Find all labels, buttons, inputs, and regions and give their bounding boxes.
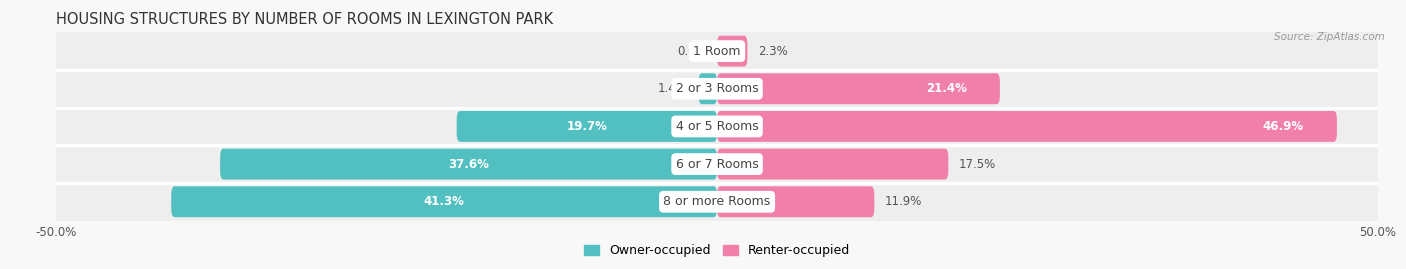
Text: 2.3%: 2.3% (758, 45, 787, 58)
Text: 11.9%: 11.9% (884, 195, 922, 208)
Bar (56, 70, 1378, 108)
Text: 0.0%: 0.0% (676, 45, 706, 58)
Text: Source: ZipAtlas.com: Source: ZipAtlas.com (1274, 32, 1385, 42)
Bar (56, 183, 1378, 221)
Text: 21.4%: 21.4% (927, 82, 967, 95)
Text: 1 Room: 1 Room (693, 45, 741, 58)
FancyBboxPatch shape (457, 111, 717, 142)
Text: 1.4%: 1.4% (658, 82, 688, 95)
Text: 46.9%: 46.9% (1263, 120, 1303, 133)
Text: 2 or 3 Rooms: 2 or 3 Rooms (676, 82, 758, 95)
FancyBboxPatch shape (172, 186, 717, 217)
Text: 6 or 7 Rooms: 6 or 7 Rooms (676, 158, 758, 171)
FancyBboxPatch shape (717, 73, 1000, 104)
Legend: Owner-occupied, Renter-occupied: Owner-occupied, Renter-occupied (579, 239, 855, 262)
Text: 4 or 5 Rooms: 4 or 5 Rooms (676, 120, 758, 133)
FancyBboxPatch shape (717, 186, 875, 217)
Bar (56, 108, 1378, 145)
Bar (56, 145, 1378, 183)
FancyBboxPatch shape (699, 73, 717, 104)
Text: HOUSING STRUCTURES BY NUMBER OF ROOMS IN LEXINGTON PARK: HOUSING STRUCTURES BY NUMBER OF ROOMS IN… (56, 12, 554, 27)
Text: 41.3%: 41.3% (423, 195, 464, 208)
Text: 17.5%: 17.5% (959, 158, 997, 171)
FancyBboxPatch shape (717, 149, 948, 179)
Text: 8 or more Rooms: 8 or more Rooms (664, 195, 770, 208)
FancyBboxPatch shape (717, 111, 1337, 142)
Text: 37.6%: 37.6% (449, 158, 489, 171)
FancyBboxPatch shape (717, 36, 748, 66)
Text: 19.7%: 19.7% (567, 120, 607, 133)
FancyBboxPatch shape (221, 149, 717, 179)
Bar (56, 32, 1378, 70)
